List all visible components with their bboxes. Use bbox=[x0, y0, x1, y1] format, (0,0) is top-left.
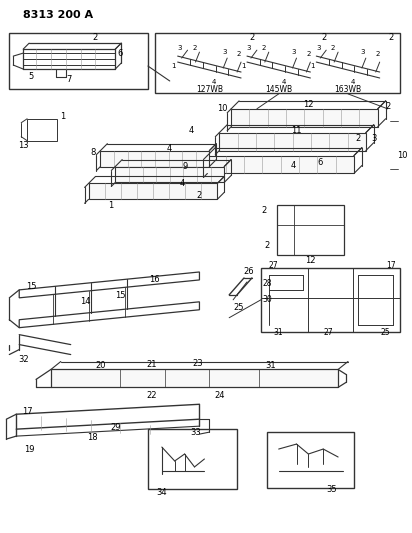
Text: 8: 8 bbox=[90, 148, 96, 157]
Bar bbox=[115, 166, 224, 182]
Text: 11: 11 bbox=[291, 126, 302, 135]
Text: 3: 3 bbox=[371, 134, 377, 143]
Text: 2: 2 bbox=[93, 33, 98, 42]
Text: 1: 1 bbox=[60, 112, 66, 122]
Text: 2: 2 bbox=[385, 102, 390, 111]
Text: 8313 200 A: 8313 200 A bbox=[23, 10, 93, 20]
Text: 4: 4 bbox=[180, 179, 185, 188]
Text: 15: 15 bbox=[115, 292, 126, 301]
Text: 20: 20 bbox=[95, 361, 105, 370]
Text: 2: 2 bbox=[331, 45, 335, 51]
Text: 18: 18 bbox=[87, 433, 98, 442]
Text: 12: 12 bbox=[303, 100, 314, 109]
Bar bbox=[51, 369, 338, 387]
Text: 26: 26 bbox=[243, 268, 254, 277]
Text: 2: 2 bbox=[249, 33, 255, 42]
Text: 12: 12 bbox=[305, 255, 316, 264]
Text: 33: 33 bbox=[190, 427, 201, 437]
Text: 2: 2 bbox=[237, 51, 241, 57]
Text: 2: 2 bbox=[261, 206, 267, 215]
Bar bbox=[261, 268, 400, 332]
Text: 2: 2 bbox=[192, 45, 197, 51]
Text: 7: 7 bbox=[66, 76, 71, 84]
Text: 31: 31 bbox=[274, 328, 283, 337]
Text: 1: 1 bbox=[241, 63, 245, 69]
Text: 3: 3 bbox=[247, 45, 251, 51]
Text: 23: 23 bbox=[192, 359, 203, 368]
Text: 31: 31 bbox=[265, 361, 276, 370]
Text: 4: 4 bbox=[167, 144, 172, 153]
Bar bbox=[277, 205, 344, 255]
Bar bbox=[155, 33, 400, 93]
Text: 2: 2 bbox=[197, 191, 202, 200]
Text: 14: 14 bbox=[80, 297, 91, 306]
Bar bbox=[27, 119, 57, 141]
Text: 3: 3 bbox=[222, 49, 227, 55]
Text: 1: 1 bbox=[171, 63, 176, 69]
Text: 6: 6 bbox=[318, 158, 323, 167]
Text: 3: 3 bbox=[178, 45, 182, 51]
Bar bbox=[9, 33, 148, 89]
Text: 21: 21 bbox=[147, 360, 157, 369]
Text: 25: 25 bbox=[234, 303, 244, 312]
Text: 4: 4 bbox=[291, 161, 296, 170]
Text: 29: 29 bbox=[110, 423, 121, 432]
Text: 4: 4 bbox=[351, 79, 355, 85]
Text: 2: 2 bbox=[375, 51, 380, 57]
Text: 145WB: 145WB bbox=[265, 85, 292, 94]
Text: 163WB: 163WB bbox=[335, 85, 362, 94]
Text: 13: 13 bbox=[18, 141, 28, 150]
Text: 25: 25 bbox=[381, 328, 391, 337]
Text: 4: 4 bbox=[212, 79, 216, 85]
Text: 127WB: 127WB bbox=[196, 85, 223, 94]
Text: 27: 27 bbox=[269, 261, 279, 270]
Text: 34: 34 bbox=[157, 488, 167, 497]
Text: 2: 2 bbox=[355, 134, 360, 143]
Text: 5: 5 bbox=[28, 72, 34, 82]
Text: 15: 15 bbox=[26, 282, 36, 292]
Text: 17: 17 bbox=[22, 407, 33, 416]
Text: 1: 1 bbox=[108, 201, 113, 210]
Text: 35: 35 bbox=[326, 486, 337, 494]
Bar bbox=[148, 429, 237, 489]
Text: 1: 1 bbox=[310, 63, 315, 69]
Text: 4: 4 bbox=[189, 126, 194, 135]
Text: 6: 6 bbox=[117, 49, 123, 58]
Text: 3: 3 bbox=[316, 45, 321, 51]
Text: 28: 28 bbox=[262, 279, 272, 288]
Bar bbox=[207, 156, 354, 173]
Bar bbox=[231, 109, 378, 127]
Text: 4: 4 bbox=[281, 79, 286, 85]
Text: 2: 2 bbox=[388, 33, 393, 42]
Text: 10: 10 bbox=[217, 104, 227, 114]
Text: 2: 2 bbox=[262, 45, 266, 51]
Bar bbox=[267, 432, 354, 488]
Text: 30: 30 bbox=[262, 295, 272, 304]
Text: 19: 19 bbox=[24, 445, 34, 454]
Text: 32: 32 bbox=[18, 355, 28, 364]
Text: 24: 24 bbox=[214, 391, 225, 400]
Text: 17: 17 bbox=[386, 261, 396, 270]
Text: 27: 27 bbox=[323, 328, 333, 337]
Text: 2: 2 bbox=[306, 51, 311, 57]
Text: 22: 22 bbox=[147, 391, 157, 400]
Text: 10: 10 bbox=[398, 151, 408, 160]
Text: 3: 3 bbox=[360, 49, 365, 55]
Text: 9: 9 bbox=[183, 162, 188, 171]
Bar bbox=[101, 151, 209, 166]
Bar bbox=[89, 183, 217, 199]
Text: 3: 3 bbox=[291, 49, 296, 55]
Text: 2: 2 bbox=[264, 240, 269, 249]
Bar bbox=[219, 133, 366, 151]
Text: 16: 16 bbox=[150, 276, 160, 285]
Text: 2: 2 bbox=[322, 33, 327, 42]
